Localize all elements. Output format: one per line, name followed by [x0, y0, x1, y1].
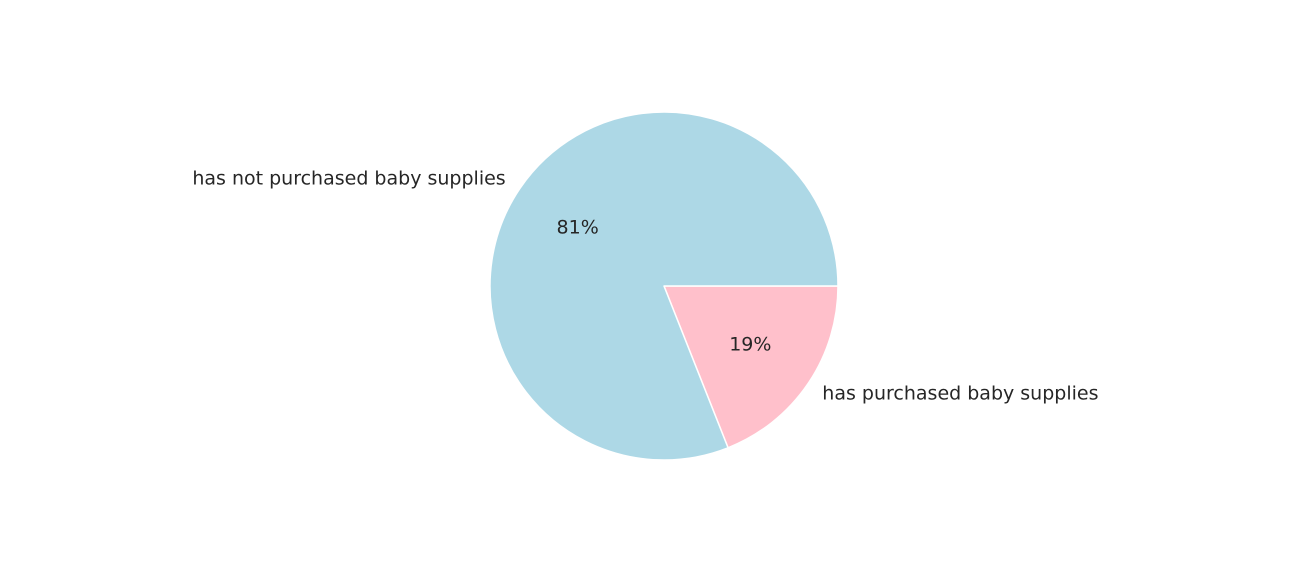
slice-label-0: has purchased baby supplies — [822, 383, 1098, 405]
pie-slice-0 — [663, 285, 839, 449]
slice-label-1: has not purchased baby supplies — [192, 167, 505, 189]
slice-value-label-1: 81% — [557, 216, 599, 238]
pie-slice-1 — [489, 111, 839, 461]
pie-labels: has purchased baby supplies 19% has not pu… — [192, 167, 1098, 404]
pie-slices — [489, 111, 839, 461]
slice-value-label-0: 19% — [729, 334, 771, 356]
